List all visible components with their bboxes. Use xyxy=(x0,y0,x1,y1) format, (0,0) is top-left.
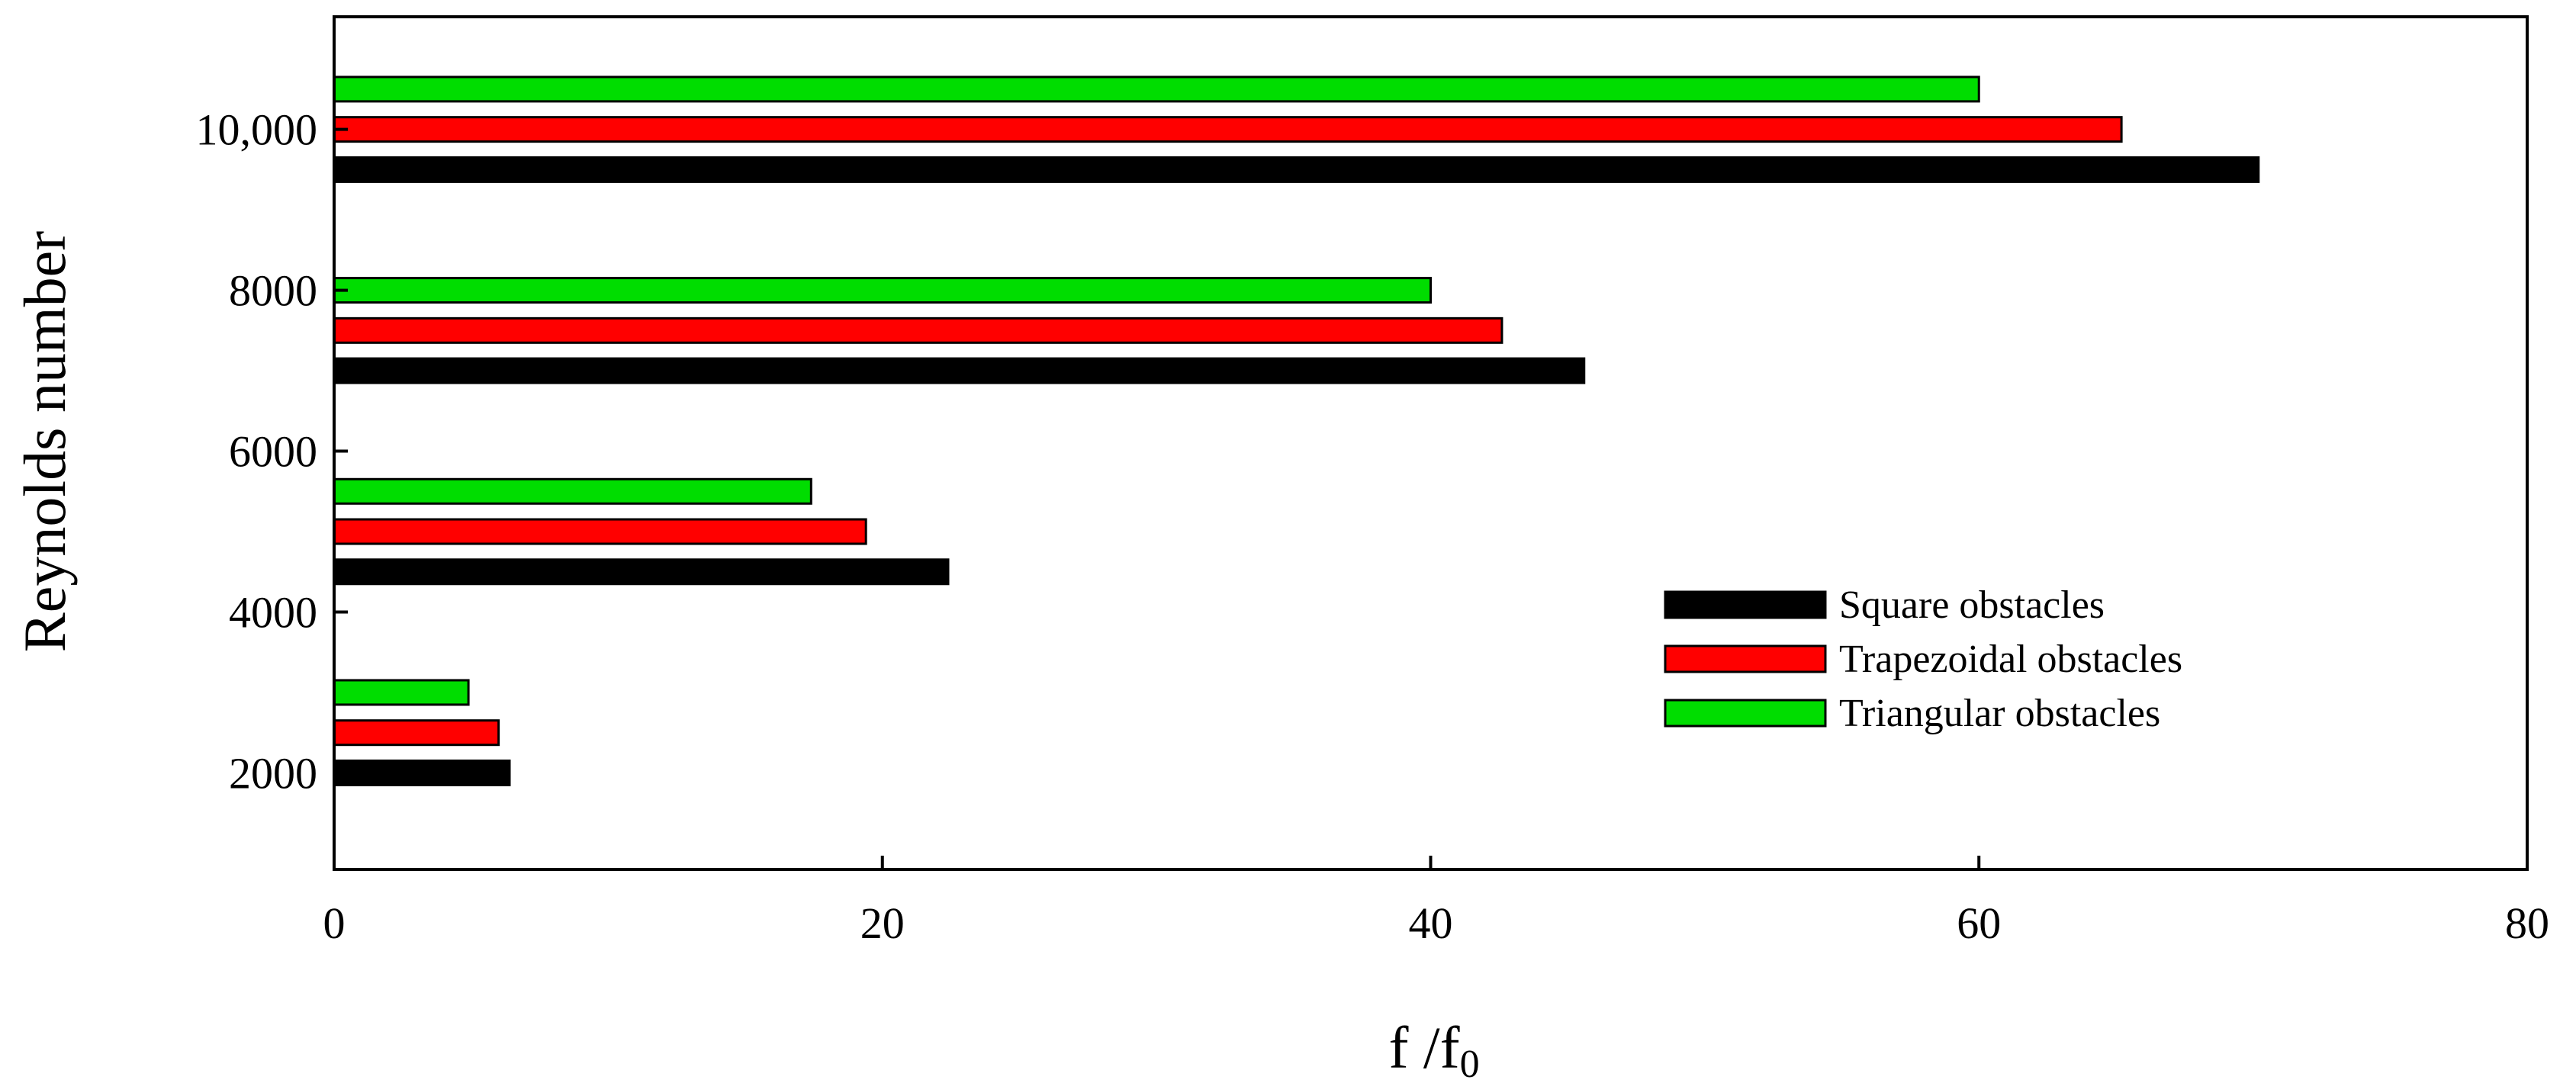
legend-label: Trapezoidal obstacles xyxy=(1839,638,2182,681)
bar-trapezoidal-2 xyxy=(333,316,1503,344)
bar-square-0 xyxy=(333,759,511,786)
y-axis-title: Reynolds number xyxy=(11,231,78,652)
y-tick-label: 10,000 xyxy=(196,105,318,155)
bar-triangular-0 xyxy=(333,679,470,706)
bar-triangular-2 xyxy=(333,277,1432,304)
bar-triangular-1 xyxy=(333,477,812,505)
x-tick-label: 40 xyxy=(1409,898,1453,948)
bar-trapezoidal-0 xyxy=(333,719,500,747)
legend-label: Triangular obstacles xyxy=(1839,692,2160,735)
x-tick-label: 20 xyxy=(860,898,905,948)
x-axis: 0 20 40 60 80 xyxy=(323,856,2549,948)
legend-swatch xyxy=(1664,590,1827,619)
x-tick-label: 80 xyxy=(2505,898,2549,948)
x-tick-label: 60 xyxy=(1957,898,2001,948)
x-axis-title-subscript: 0 xyxy=(1460,1043,1480,1086)
x-tick-label: 0 xyxy=(323,898,346,948)
x-axis-title-main: f /f xyxy=(1388,1014,1459,1081)
y-tick-label: 2000 xyxy=(229,748,317,798)
y-tick-label: 8000 xyxy=(229,266,317,316)
x-axis-title: f /f0 xyxy=(1388,1014,1479,1086)
y-tick-label: 4000 xyxy=(229,587,317,637)
legend-swatch xyxy=(1664,699,1827,728)
legend: Square obstacles Trapezoidal obstacles Tri… xyxy=(1664,583,2182,735)
bar-square-3 xyxy=(333,156,2260,183)
bar-trapezoidal-3 xyxy=(333,116,2123,143)
bars-group xyxy=(333,76,2260,786)
legend-swatch xyxy=(1664,644,1827,673)
plot-frame xyxy=(333,15,2529,871)
bar-triangular-3 xyxy=(333,76,1980,103)
bar-trapezoidal-1 xyxy=(333,518,867,545)
legend-label: Square obstacles xyxy=(1839,583,2105,627)
y-tick-label: 6000 xyxy=(229,427,317,477)
bar-square-1 xyxy=(333,558,950,586)
y-axis: 2000 4000 6000 8000 10,000 xyxy=(196,105,348,798)
bar-square-2 xyxy=(333,357,1586,384)
